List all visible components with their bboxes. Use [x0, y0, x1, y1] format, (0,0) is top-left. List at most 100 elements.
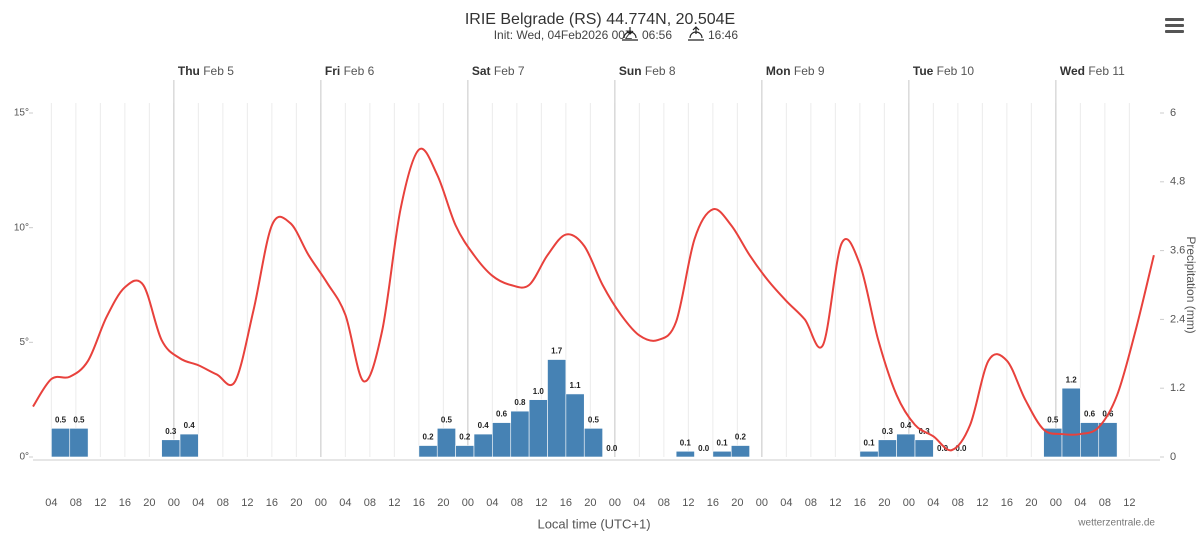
- precip-label: 0.3: [882, 427, 894, 436]
- precip-label: 0.5: [441, 415, 453, 424]
- x-tick-label: 12: [388, 497, 400, 509]
- x-tick-label: 00: [315, 497, 327, 509]
- x-tick-label: 04: [633, 497, 645, 509]
- precip-label: 0.5: [73, 415, 85, 424]
- precip-label: 0.6: [496, 410, 508, 419]
- precip-bar: [583, 428, 603, 458]
- x-tick-label: 12: [535, 497, 547, 509]
- x-tick-label: 20: [731, 497, 743, 509]
- x-axis-title: Local time (UTC+1): [537, 516, 650, 531]
- precip-label: 0.4: [184, 421, 196, 430]
- precip-bar: [528, 399, 548, 458]
- x-tick-label: 00: [1050, 497, 1062, 509]
- y2-tick-label: 0: [1170, 451, 1176, 463]
- day-name: Mon: [766, 64, 791, 78]
- x-tick-label: 20: [878, 497, 890, 509]
- day-date: Feb 10: [937, 64, 975, 78]
- x-tick-label: 20: [437, 497, 449, 509]
- precip-bar: [1080, 422, 1100, 458]
- y-tick-label: 0°: [19, 452, 29, 463]
- day-label: Fri Feb 6: [325, 64, 375, 78]
- precip-bar: [712, 450, 732, 458]
- x-tick-label: 16: [560, 497, 572, 509]
- precip-bar: [1061, 387, 1081, 458]
- x-tick-label: 04: [486, 497, 498, 509]
- x-tick-label: 08: [364, 497, 376, 509]
- day-label: Wed Feb 11: [1060, 64, 1125, 78]
- x-tick-label: 04: [45, 497, 57, 509]
- x-tick-label: 04: [927, 497, 939, 509]
- menu-button[interactable]: [1165, 18, 1184, 33]
- day-date: Feb 9: [794, 64, 825, 78]
- precip-bar: [877, 439, 897, 458]
- precip-bar: [896, 433, 916, 458]
- precip-label: 0.0: [698, 444, 710, 453]
- precip-label: 1.7: [551, 347, 563, 356]
- precip-label: 0.1: [864, 438, 876, 447]
- precip-label: 0.8: [514, 398, 526, 407]
- day-date: Feb 7: [494, 64, 525, 78]
- x-tick-label: 12: [682, 497, 694, 509]
- day-name: Thu: [178, 64, 200, 78]
- x-tick-label: 08: [805, 497, 817, 509]
- precip-label: 0.1: [717, 438, 729, 447]
- x-tick-label: 12: [241, 497, 253, 509]
- x-tick-label: 08: [70, 497, 82, 509]
- day-label: Tue Feb 10: [913, 64, 974, 78]
- x-tick-label: 20: [1025, 497, 1037, 509]
- precip-bar: [859, 450, 879, 458]
- precip-bar: [565, 393, 585, 458]
- precip-label: 1.1: [570, 381, 582, 390]
- x-tick-label: 16: [413, 497, 425, 509]
- precip-bar: [161, 439, 181, 458]
- y2-tick-label: 3.6: [1170, 245, 1185, 257]
- x-tick-label: 16: [1001, 497, 1013, 509]
- x-tick-label: 00: [609, 497, 621, 509]
- temperature-line: [32, 147, 1155, 452]
- precip-label: 0.5: [588, 415, 600, 424]
- day-date: Feb 6: [344, 64, 375, 78]
- precip-label: 0.5: [1047, 415, 1059, 424]
- day-name: Sat: [472, 64, 491, 78]
- credit: wetterzentrale.de: [1077, 518, 1155, 529]
- precip-label: 0.5: [55, 415, 67, 424]
- x-tick-label: 08: [952, 497, 964, 509]
- precip-label: 0.2: [423, 433, 435, 442]
- sunrise-icon: [622, 27, 638, 41]
- precip-bar: [510, 410, 530, 458]
- x-tick-label: 00: [903, 497, 915, 509]
- precip-label: 0.0: [937, 444, 949, 453]
- precip-bar: [547, 359, 567, 458]
- precip-bar: [1098, 422, 1118, 458]
- sunset-time: 16:46: [708, 28, 738, 42]
- y2-tick-label: 6: [1170, 107, 1176, 119]
- x-tick-label: 04: [1074, 497, 1086, 509]
- day-label: Mon Feb 9: [766, 64, 825, 78]
- x-tick-label: 04: [339, 497, 351, 509]
- day-date: Feb 8: [645, 64, 676, 78]
- day-label: Sun Feb 8: [619, 64, 676, 78]
- y-tick-label: 15°: [14, 108, 29, 119]
- y2-tick-label: 4.8: [1170, 176, 1185, 188]
- precip-label: 1.2: [1066, 375, 1078, 384]
- x-tick-label: 00: [168, 497, 180, 509]
- x-tick-label: 20: [584, 497, 596, 509]
- x-tick-label: 16: [266, 497, 278, 509]
- precip-bar: [179, 433, 199, 458]
- x-tick-label: 08: [1099, 497, 1111, 509]
- day-date: Feb 5: [203, 64, 234, 78]
- x-tick-label: 08: [511, 497, 523, 509]
- x-tick-label: 08: [217, 497, 229, 509]
- precip-label: 0.1: [680, 438, 692, 447]
- x-tick-label: 12: [94, 497, 106, 509]
- precip-label: 0.4: [900, 421, 912, 430]
- precip-bar: [914, 439, 934, 458]
- precip-bar: [455, 445, 475, 458]
- sunrise-time: 06:56: [642, 28, 672, 42]
- x-tick-label: 12: [1123, 497, 1135, 509]
- y-tick-label: 5°: [19, 337, 29, 348]
- chart-title: IRIE Belgrade (RS) 44.774N, 20.504E: [465, 11, 735, 28]
- day-name: Sun: [619, 64, 642, 78]
- precip-bar: [436, 428, 456, 458]
